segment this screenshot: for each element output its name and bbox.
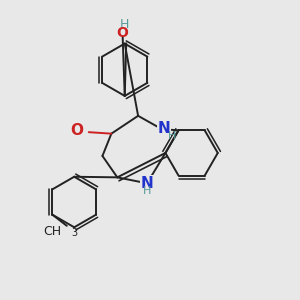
Text: 3: 3	[72, 228, 78, 238]
Text: N: N	[158, 121, 171, 136]
Text: H: H	[119, 18, 129, 31]
Text: N: N	[141, 176, 153, 191]
Text: O: O	[70, 123, 83, 138]
Text: CH: CH	[44, 225, 62, 238]
Text: H: H	[143, 186, 151, 196]
Text: O: O	[117, 26, 129, 40]
Text: H: H	[168, 131, 176, 141]
